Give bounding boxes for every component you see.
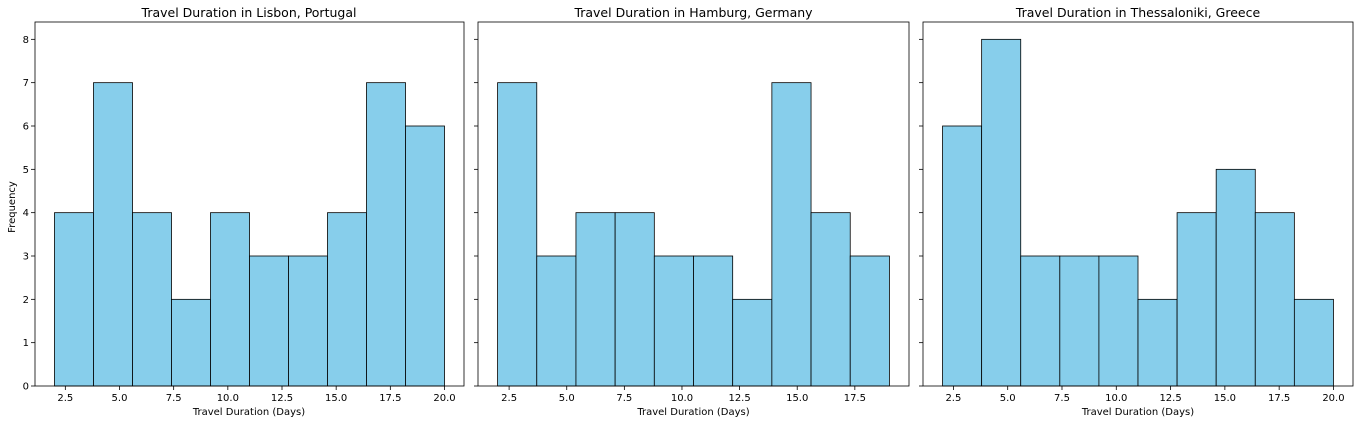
y-tick-label: 7 [23, 78, 29, 89]
axes-frame [477, 21, 910, 387]
x-tick-label: 5.0 [1000, 393, 1016, 404]
y-ticks: 0 1 2 3 4 5 6 7 8 [23, 35, 35, 393]
x-tick-label: 17.5 [844, 393, 866, 404]
histogram-bar [288, 255, 328, 387]
x-tick-label: 5.0 [559, 393, 575, 404]
x-tick-label: 15.0 [786, 393, 808, 404]
histogram-bar [732, 298, 773, 387]
x-tick-label: 17.5 [1268, 393, 1290, 404]
y-tick-label: 4 [23, 208, 29, 219]
histogram-bar [497, 82, 538, 387]
histogram-bar [981, 38, 1022, 387]
axes-frame [34, 21, 465, 387]
histogram-bar [1059, 255, 1100, 387]
panel-hamburg: Travel Duration in Hamburg, Germany 2.5 5… [474, 5, 910, 418]
y-tick-label: 3 [23, 252, 29, 263]
y-axis-label: Frequency [7, 181, 18, 233]
histogram-bar [249, 255, 289, 387]
histogram-bar [536, 255, 577, 387]
histogram-bar [1215, 168, 1256, 387]
histogram-bar [1098, 255, 1139, 387]
x-axis-label: Travel Duration (Days) [1081, 407, 1194, 418]
histogram-bar [54, 212, 94, 387]
x-axis-label: Travel Duration (Days) [636, 407, 749, 418]
histogram-bar [405, 125, 445, 387]
x-tick-label: 7.5 [1054, 393, 1070, 404]
panel-title: Travel Duration in Thessaloniki, Greece [1015, 5, 1261, 20]
histogram-bar [614, 212, 655, 387]
x-tick-label: 7.5 [616, 393, 632, 404]
histogram-bar [810, 212, 851, 387]
panel-lisbon: Travel Duration in Lisbon, Portugal 2.5 5… [7, 5, 465, 418]
axes-frame [922, 21, 1354, 387]
x-ticks: 2.5 5.0 7.5 10.0 12.5 15.0 17.5 [501, 386, 866, 404]
histogram-bar [366, 82, 406, 387]
bars-group [497, 82, 890, 387]
histogram-bar [771, 82, 812, 387]
panel-title: Travel Duration in Lisbon, Portugal [141, 5, 357, 20]
histogram-bar [210, 212, 250, 387]
x-tick-label: 5.0 [112, 393, 128, 404]
panel-thessaloniki: Travel Duration in Thessaloniki, Greece … [919, 5, 1354, 418]
x-axis-label: Travel Duration (Days) [192, 407, 305, 418]
y-ticks [919, 38, 923, 387]
x-tick-label: 7.5 [166, 393, 182, 404]
x-tick-label: 2.5 [57, 393, 73, 404]
histogram-bar [1137, 298, 1178, 387]
x-tick-label: 17.5 [379, 393, 401, 404]
x-tick-label: 20.0 [1322, 393, 1344, 404]
histogram-bar [132, 212, 172, 387]
y-tick-label: 1 [23, 338, 29, 349]
x-ticks: 2.5 5.0 7.5 10.0 12.5 15.0 17.5 20.0 [945, 386, 1345, 404]
x-tick-label: 12.5 [1159, 393, 1181, 404]
x-tick-label: 2.5 [945, 393, 961, 404]
histogram-bar [1176, 212, 1217, 387]
histogram-bar [327, 212, 367, 387]
x-tick-label: 15.0 [325, 393, 347, 404]
x-tick-label: 10.0 [217, 393, 239, 404]
panel-title: Travel Duration in Hamburg, Germany [573, 5, 813, 20]
histogram-bar [1020, 255, 1061, 387]
x-tick-label: 12.5 [271, 393, 293, 404]
histogram-bar [942, 125, 983, 387]
histogram-bar [653, 255, 694, 387]
histogram-bar [575, 212, 616, 387]
histogram-bar [171, 298, 211, 387]
y-tick-label: 5 [23, 165, 29, 176]
y-ticks [474, 38, 478, 387]
histogram-bar [693, 255, 734, 387]
histogram-bar [93, 82, 133, 387]
x-tick-label: 12.5 [728, 393, 750, 404]
x-ticks: 2.5 5.0 7.5 10.0 12.5 15.0 17.5 20.0 [57, 386, 456, 404]
x-tick-label: 2.5 [501, 393, 517, 404]
bars-group [54, 82, 445, 387]
bars-group [942, 38, 1334, 387]
y-tick-label: 6 [23, 122, 29, 133]
x-tick-label: 10.0 [671, 393, 693, 404]
y-tick-label: 8 [23, 35, 29, 46]
x-tick-label: 15.0 [1214, 393, 1236, 404]
x-tick-label: 10.0 [1105, 393, 1127, 404]
histogram-bar [1254, 212, 1295, 387]
y-tick-label: 2 [23, 295, 29, 306]
y-tick-label: 0 [23, 382, 29, 393]
histogram-bar [849, 255, 890, 387]
histogram-bar [1293, 298, 1334, 387]
x-tick-label: 20.0 [433, 393, 455, 404]
